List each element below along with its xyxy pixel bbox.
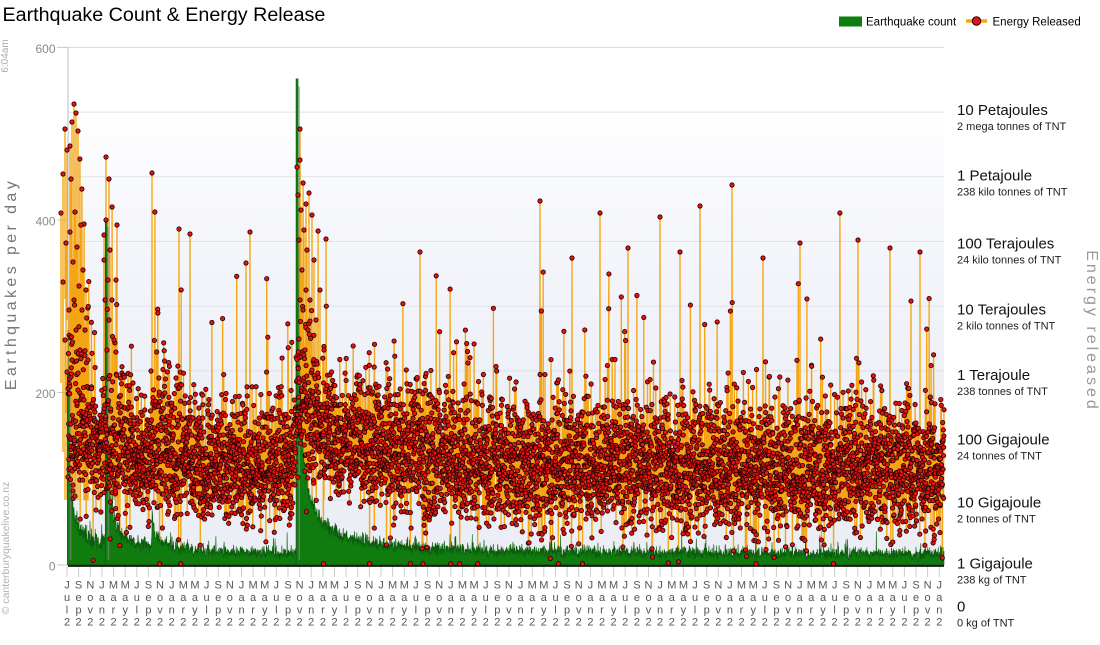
svg-text:200: 200 [35, 387, 55, 401]
svg-text:600: 600 [35, 42, 55, 56]
svg-text:0: 0 [49, 560, 56, 574]
svg-text:400: 400 [35, 215, 55, 229]
